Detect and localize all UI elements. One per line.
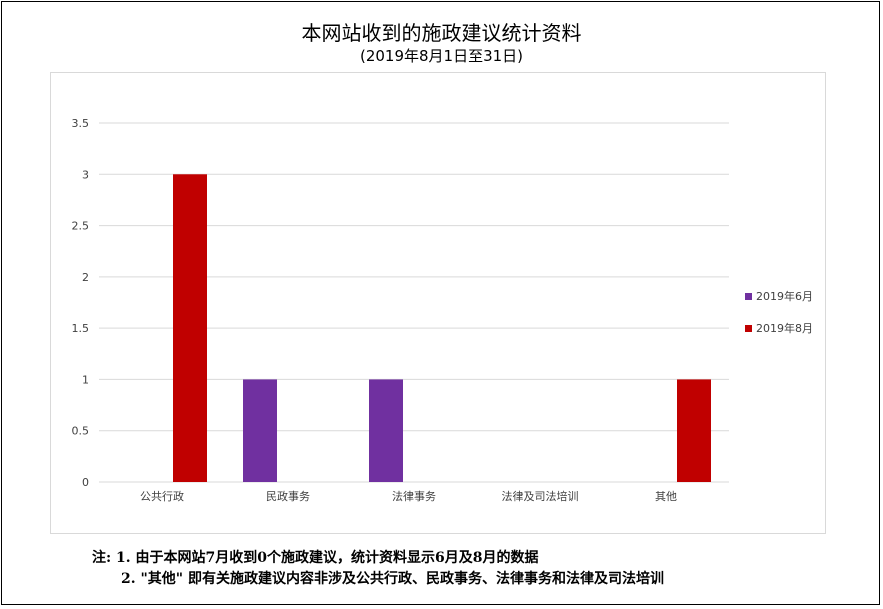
bar <box>243 379 277 482</box>
note-line-2: 2. "其他" 即有关施政建议内容非涉及公共行政、民政事务、法律事务和法律及司法… <box>121 571 664 587</box>
bar <box>173 174 207 482</box>
x-category-label: 民政事务 <box>266 489 310 503</box>
bar <box>369 379 403 482</box>
y-tick-label: 3.5 <box>72 117 90 130</box>
legend-label: 2019年6月 <box>756 289 813 303</box>
x-category-label: 其他 <box>655 490 677 503</box>
x-category-label: 法律及司法培训 <box>502 489 579 503</box>
chart-subtitle: (2019年8月1日至31日) <box>359 47 524 65</box>
x-category-label: 法律事务 <box>392 489 436 503</box>
legend-swatch <box>745 325 752 332</box>
legend-swatch <box>745 293 752 300</box>
y-tick-label: 1 <box>82 373 89 386</box>
y-tick-label: 0 <box>82 476 89 489</box>
y-tick-label: 2 <box>82 271 89 284</box>
note-line-1: 注: 1. 由于本网站7月收到0个施政建议，统计资料显示6月及8月的数据 <box>92 550 539 566</box>
notes: 注: 1. 由于本网站7月收到0个施政建议，统计资料显示6月及8月的数据 2. … <box>92 548 664 590</box>
y-tick-label: 1.5 <box>72 322 90 335</box>
x-category-label: 公共行政 <box>140 489 184 503</box>
y-tick-label: 3 <box>82 168 89 181</box>
chart-title: 本网站收到的施政建议统计资料 <box>301 21 582 45</box>
chart-area: 0 0.5 1 1.5 2 2.5 3 3.5 公共行政 民政事务 法律事务 法律及司法培训 其他 201… <box>50 72 826 534</box>
legend-label: 2019年8月 <box>756 321 813 335</box>
y-tick-label: 0.5 <box>72 425 90 438</box>
bar <box>677 379 711 482</box>
bar-chart: 0 0.5 1 1.5 2 2.5 3 3.5 公共行政 民政事务 法律事务 法律及司法培训 其他 201… <box>72 117 814 503</box>
y-tick-label: 2.5 <box>72 220 90 233</box>
